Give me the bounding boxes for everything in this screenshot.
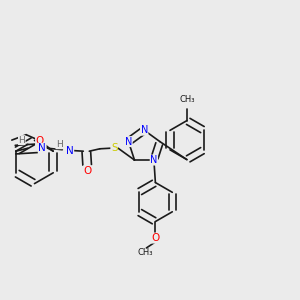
Text: N: N [150,155,158,165]
Text: O: O [83,166,92,176]
Text: S: S [111,143,118,153]
Text: O: O [36,136,44,146]
Text: H: H [56,140,63,149]
Text: CH₃: CH₃ [137,248,153,257]
Text: N: N [38,143,46,153]
Text: CH₃: CH₃ [179,95,195,104]
Text: N: N [140,125,148,135]
Text: N: N [66,146,74,156]
Text: N: N [125,136,132,147]
Text: H: H [18,136,25,145]
Text: O: O [151,233,160,243]
